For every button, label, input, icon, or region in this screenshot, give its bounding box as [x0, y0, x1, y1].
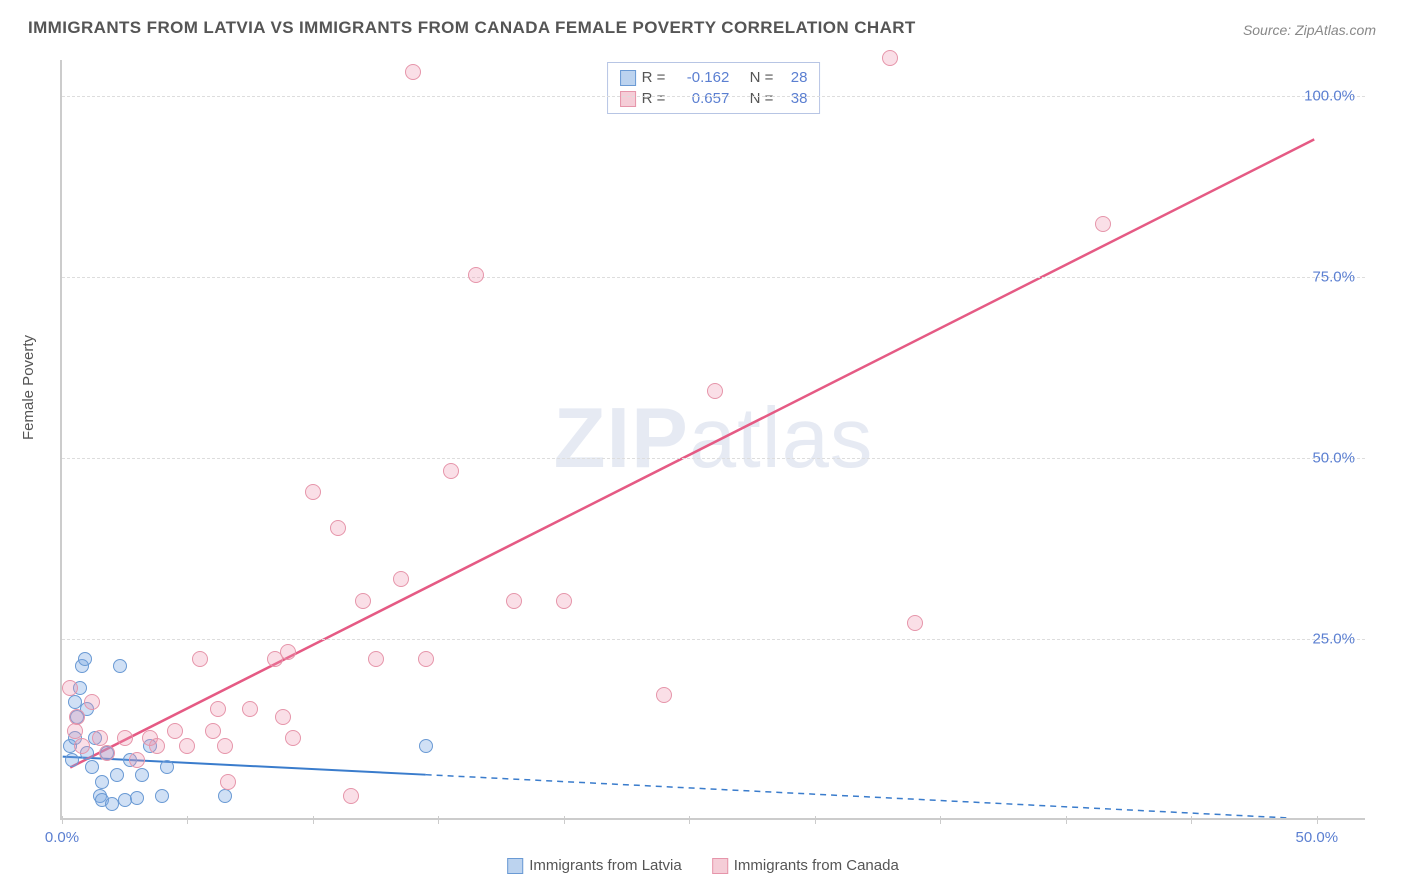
correlation-chart: IMMIGRANTS FROM LATVIA VS IMMIGRANTS FRO…	[10, 10, 1396, 882]
data-point	[419, 739, 433, 753]
legend-stats-row-0: R = -0.162 N = 28	[620, 67, 808, 88]
data-point	[129, 752, 145, 768]
n-value-canada: 38	[779, 90, 807, 107]
x-tick	[564, 816, 565, 824]
data-point	[242, 701, 258, 717]
legend-stats: R = -0.162 N = 28 R = 0.657 N = 38	[607, 62, 821, 114]
data-point	[179, 738, 195, 754]
r-value-canada: 0.657	[671, 90, 729, 107]
legend-item-canada: Immigrants from Canada	[712, 857, 899, 874]
data-point	[355, 593, 371, 609]
data-point	[160, 760, 174, 774]
x-tick	[438, 816, 439, 824]
y-tick-label: 50.0%	[1312, 450, 1355, 467]
legend-series: Immigrants from Latvia Immigrants from C…	[507, 857, 899, 874]
x-tick	[689, 816, 690, 824]
legend-item-latvia: Immigrants from Latvia	[507, 857, 682, 874]
data-point	[506, 593, 522, 609]
chart-title: IMMIGRANTS FROM LATVIA VS IMMIGRANTS FRO…	[28, 18, 916, 38]
data-point	[69, 709, 85, 725]
legend-swatch-canada	[712, 858, 728, 874]
n-label: N =	[750, 69, 774, 86]
data-point	[556, 593, 572, 609]
y-tick-label: 25.0%	[1312, 631, 1355, 648]
x-tick	[187, 816, 188, 824]
grid-line	[62, 639, 1365, 640]
grid-line	[62, 96, 1365, 97]
watermark-bold: ZIP	[554, 391, 689, 486]
data-point	[418, 651, 434, 667]
data-point	[167, 723, 183, 739]
data-point	[275, 709, 291, 725]
data-point	[95, 775, 109, 789]
data-point	[393, 571, 409, 587]
data-point	[220, 774, 236, 790]
data-point	[468, 267, 484, 283]
legend-swatch-latvia	[507, 858, 523, 874]
data-point	[443, 463, 459, 479]
watermark: ZIPatlas	[554, 390, 874, 488]
r-value-latvia: -0.162	[671, 69, 729, 86]
x-tick	[1066, 816, 1067, 824]
x-tick	[940, 816, 941, 824]
data-point	[707, 383, 723, 399]
legend-label-latvia: Immigrants from Latvia	[529, 857, 682, 874]
data-point	[368, 651, 384, 667]
chart-source: Source: ZipAtlas.com	[1243, 22, 1376, 38]
data-point	[78, 652, 92, 666]
data-point	[65, 753, 79, 767]
data-point	[330, 520, 346, 536]
grid-line	[62, 458, 1365, 459]
watermark-rest: atlas	[689, 391, 874, 486]
data-point	[405, 64, 421, 80]
r-label: R =	[642, 90, 666, 107]
data-point	[343, 788, 359, 804]
data-point	[210, 701, 226, 717]
data-point	[305, 484, 321, 500]
legend-swatch-canada	[620, 91, 636, 107]
data-point	[656, 687, 672, 703]
legend-stats-row-1: R = 0.657 N = 38	[620, 88, 808, 109]
data-point	[62, 680, 78, 696]
x-tick	[1191, 816, 1192, 824]
data-point	[218, 789, 232, 803]
data-point	[149, 738, 165, 754]
x-tick-label: 50.0%	[1296, 829, 1339, 846]
data-point	[99, 745, 115, 761]
y-tick-label: 100.0%	[1304, 88, 1355, 105]
data-point	[110, 768, 124, 782]
data-point	[85, 760, 99, 774]
data-point	[280, 644, 296, 660]
data-point	[84, 694, 100, 710]
data-point	[113, 659, 127, 673]
r-label: R =	[642, 69, 666, 86]
grid-line	[62, 277, 1365, 278]
x-tick	[62, 816, 63, 824]
legend-swatch-latvia	[620, 70, 636, 86]
n-label: N =	[750, 90, 774, 107]
data-point	[192, 651, 208, 667]
y-tick-label: 75.0%	[1312, 269, 1355, 286]
data-point	[135, 768, 149, 782]
x-tick	[313, 816, 314, 824]
data-point	[74, 738, 90, 754]
plot-area: ZIPatlas R = -0.162 N = 28 R = 0.657 N =…	[60, 60, 1365, 820]
data-point	[117, 730, 133, 746]
data-point	[285, 730, 301, 746]
data-point	[205, 723, 221, 739]
data-point	[130, 791, 144, 805]
n-value-latvia: 28	[779, 69, 807, 86]
trend-lines	[62, 60, 1365, 818]
x-tick	[815, 816, 816, 824]
data-point	[1095, 216, 1111, 232]
legend-label-canada: Immigrants from Canada	[734, 857, 899, 874]
x-tick-label: 0.0%	[45, 829, 79, 846]
x-tick	[1317, 816, 1318, 824]
data-point	[217, 738, 233, 754]
y-axis-label: Female Poverty	[20, 335, 37, 440]
data-point	[907, 615, 923, 631]
data-point	[155, 789, 169, 803]
data-point	[882, 50, 898, 66]
